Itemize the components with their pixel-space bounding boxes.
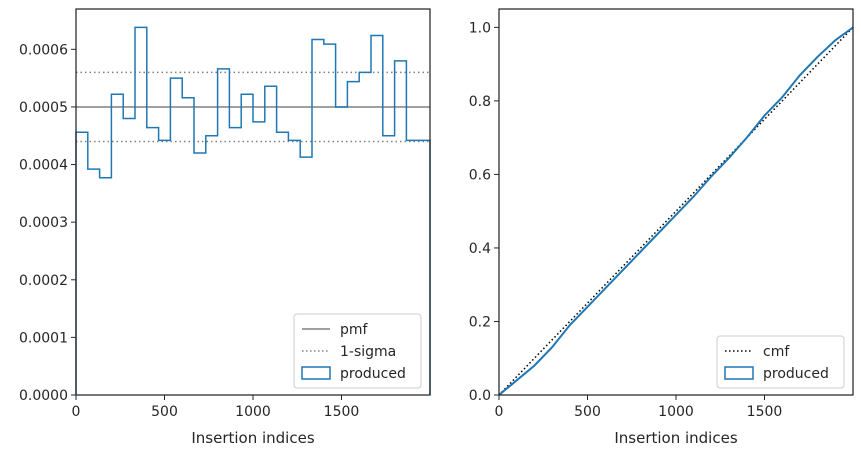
produced-point — [604, 287, 606, 290]
produced-point — [569, 324, 571, 326]
right-ytick-label: 0.6 — [469, 167, 491, 183]
produced-point — [675, 214, 677, 216]
produced-point — [834, 39, 837, 42]
left-frame — [75, 8, 431, 396]
right-ytick-label: 0.4 — [469, 241, 491, 257]
right-ytick-label: 0.2 — [469, 314, 491, 330]
left-ytick-label: 0.0006 — [19, 42, 68, 58]
left-ytick-label: 0.0000 — [19, 388, 68, 404]
produced-histogram-step — [75, 26, 431, 395]
left-histogram-panel: 0 500 1000 1500 0.0000 0.0001 0.0002 0.0003 0.00… — [19, 8, 431, 447]
right-legend-label-cmf: cmf — [763, 344, 790, 360]
left-legend-label-produced: produced — [340, 366, 406, 382]
produced-point — [710, 175, 713, 178]
right-xlabel: Insertion indices — [614, 429, 737, 447]
produced-point — [515, 379, 518, 382]
produced-point — [799, 74, 801, 76]
left-xtick-label: 0 — [72, 404, 81, 420]
left-xlabel: Insertion indices — [191, 429, 314, 447]
left-xtick-label: 1000 — [235, 404, 271, 420]
right-ytick-label: 1.0 — [469, 20, 491, 36]
left-legend-box — [293, 313, 422, 389]
produced-point — [781, 96, 783, 99]
left-legend-swatch-produced — [301, 366, 331, 380]
produced-point — [622, 269, 624, 271]
left-legend-label-pmf: pmf — [340, 322, 369, 338]
right-cdf-panel: 0 500 1000 1500 0.0 0.2 0.4 0.6 0.8 1.0 Insertion … — [469, 8, 854, 447]
right-xtick-label: 0 — [495, 404, 504, 420]
produced-point — [692, 195, 695, 198]
right-xtick-label: 1500 — [747, 404, 783, 420]
produced-point — [763, 114, 766, 117]
right-xtick-label: 500 — [574, 404, 601, 420]
left-ytick-label: 0.0003 — [19, 215, 68, 231]
produced-point — [533, 364, 536, 367]
cmf-series-line — [498, 26, 854, 396]
right-legend-label-produced: produced — [763, 366, 829, 382]
right-ytick-label: 0.0 — [469, 388, 491, 404]
left-ytick-label: 0.0005 — [19, 100, 68, 116]
left-ytick-label: 0.0004 — [19, 158, 68, 174]
right-legend-swatch-produced — [724, 366, 754, 380]
produced-point — [639, 250, 642, 253]
right-frame — [498, 8, 854, 396]
left-xtick-label: 1500 — [324, 404, 360, 420]
right-ytick-label: 0.8 — [469, 94, 491, 110]
produced-point — [728, 157, 730, 159]
left-xtick-label: 500 — [151, 404, 178, 420]
produced-point — [816, 55, 819, 58]
left-ytick-label: 0.0001 — [19, 330, 68, 346]
right-legend-box — [716, 335, 845, 389]
right-xtick-label: 1000 — [658, 404, 694, 420]
left-legend-label-1-sigma: 1-sigma — [340, 344, 396, 360]
produced-point — [586, 305, 589, 308]
produced-point — [657, 232, 660, 235]
produced-point — [746, 136, 748, 139]
produced-point — [551, 346, 553, 349]
left-ytick-label: 0.0002 — [19, 273, 68, 289]
